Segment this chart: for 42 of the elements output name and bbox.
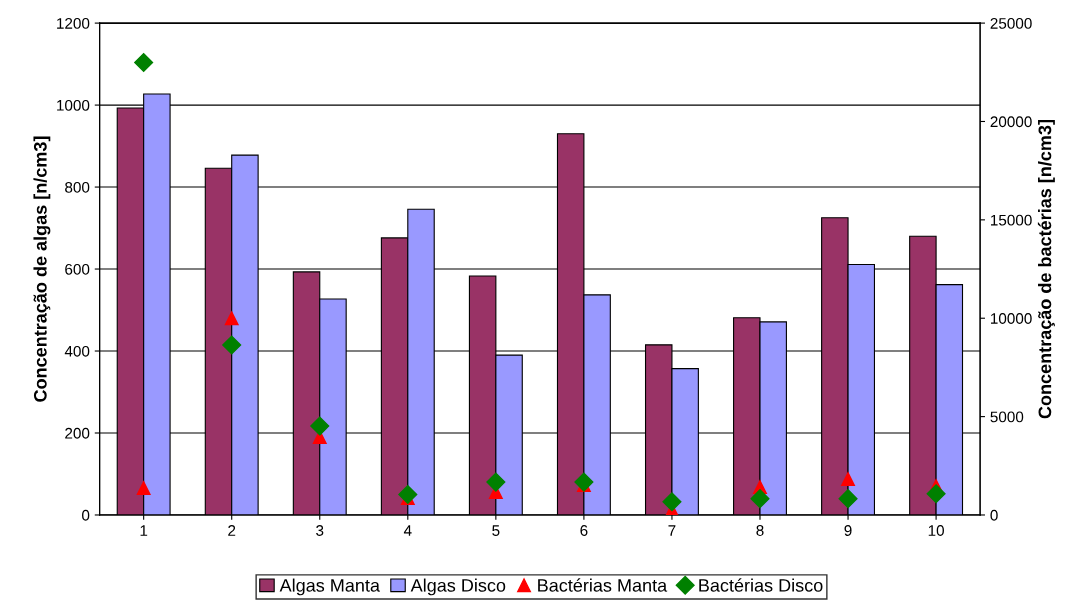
point bbox=[136, 481, 151, 495]
point bbox=[750, 489, 770, 509]
y-axis-title: Concentração de algas [n/cm3] bbox=[33, 136, 51, 402]
point bbox=[224, 311, 239, 326]
point bbox=[134, 52, 154, 72]
y-tick-label: 600 bbox=[65, 263, 90, 275]
point bbox=[662, 492, 682, 512]
x-tick-label: 7 bbox=[668, 525, 676, 536]
point bbox=[486, 472, 506, 492]
x-tick-label: 4 bbox=[403, 525, 412, 536]
y2-axis-title: Concentração de bactérias [n/cm3] bbox=[1037, 120, 1055, 419]
y2-tick-label: 0 bbox=[990, 509, 998, 521]
point bbox=[398, 484, 418, 505]
x-tick-label: 2 bbox=[228, 525, 236, 536]
y-tick-label: 1000 bbox=[57, 99, 90, 111]
point bbox=[222, 335, 242, 355]
y-tick-label: 1200 bbox=[57, 17, 90, 29]
legend-label: Algas Disco bbox=[410, 578, 506, 596]
y2-tick-label: 20000 bbox=[990, 116, 1032, 128]
y2-tick-label: 5000 bbox=[990, 411, 1024, 423]
point bbox=[310, 416, 330, 436]
y-tick-label: 200 bbox=[65, 427, 90, 439]
x-tick-label: 5 bbox=[492, 525, 500, 536]
x-tick-label: 6 bbox=[580, 525, 588, 536]
y-tick-label: 0 bbox=[82, 509, 90, 521]
legend-label: Bactérias Disco bbox=[699, 578, 823, 592]
legend-label: Bactérias Manta bbox=[538, 578, 668, 592]
point bbox=[841, 472, 855, 486]
y-tick-label: 400 bbox=[64, 345, 90, 357]
x-tick-label: 10 bbox=[928, 525, 944, 536]
x-tick-label: 3 bbox=[316, 525, 324, 536]
point bbox=[574, 472, 594, 492]
y2-tick-label: 25000 bbox=[990, 17, 1032, 29]
x-tick-label: 9 bbox=[844, 525, 852, 536]
y2-tick-label: 15000 bbox=[991, 214, 1032, 226]
x-tick-label: 8 bbox=[756, 525, 764, 536]
point bbox=[926, 484, 946, 504]
point bbox=[838, 489, 858, 509]
x-tick-label: 1 bbox=[140, 525, 148, 536]
legend-label: Algas Manta bbox=[279, 578, 380, 596]
y-tick-label: 800 bbox=[65, 181, 90, 193]
y2-tick-label: 10000 bbox=[991, 313, 1032, 324]
